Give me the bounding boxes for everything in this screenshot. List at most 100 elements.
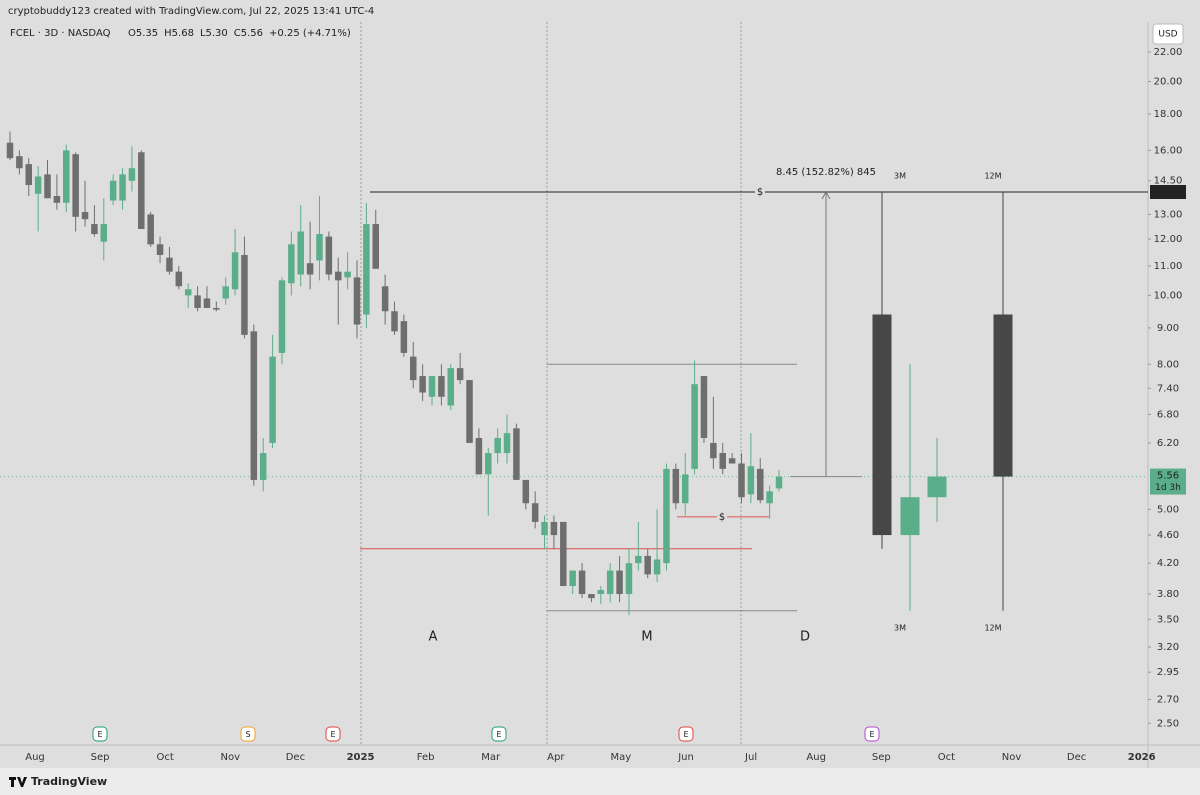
ohlc-value: +0.25 (+4.71%) [269,28,351,39]
x-tick-label: Mar [481,752,501,763]
candle-body [381,286,389,312]
candle-body [184,289,192,296]
x-tick-label: Jul [744,752,757,763]
event-badge[interactable] [678,726,694,742]
candle-body [194,295,201,309]
candle-body [616,570,623,595]
event-badge[interactable] [864,726,880,742]
x-tick-label: Dec [286,752,305,763]
candle-body [306,263,314,275]
candle-body [203,298,211,309]
candle-body [353,277,361,325]
candle-body [344,271,351,278]
candle-body [653,559,661,575]
y-tick-label: 3.50 [1157,614,1179,625]
y-tick-label: 6.20 [1157,438,1179,449]
candle-body [560,521,567,587]
candle-body [719,453,726,469]
candle-body [250,331,258,480]
candle-body [993,314,1013,477]
candle-body [81,212,89,220]
ohlc-value: H5.68 [164,28,194,39]
candle-body [44,174,51,199]
x-tick-label: Feb [417,752,435,763]
event-badge[interactable] [491,726,507,742]
candle-body [766,491,773,504]
candle-body [100,224,108,242]
candle-body [569,570,576,587]
y-tick-label: 8.00 [1157,359,1179,370]
candle-body [494,438,501,454]
candle-body [91,224,98,235]
candle-body [550,521,558,536]
event-label: E [330,730,335,739]
candle-body [466,380,473,443]
y-tick-label: 12.00 [1154,234,1183,245]
candle-body [597,590,605,595]
x-tick-label: Dec [1067,752,1086,763]
projection-label: 12M [984,624,1001,633]
candle-body [231,252,239,290]
candle-body [400,321,408,353]
currency-button[interactable] [1152,23,1184,45]
candle-body [288,244,295,284]
event-badge[interactable] [92,726,108,742]
candle-body [175,271,183,287]
candle-body [269,356,276,443]
measure-arrowhead [821,190,831,200]
candle-body [578,570,586,595]
candle-body [738,463,745,498]
logo [9,777,27,787]
y-tick-label: 6.80 [1157,409,1179,420]
candle-body [6,142,14,159]
last-price-label: 5.56 [1157,471,1179,482]
projection-label: 3M [894,624,906,633]
candle-body [485,453,492,475]
candle-body [63,150,70,203]
y-tick-label: 11.00 [1154,261,1183,272]
candle-body [419,376,426,393]
event-badge[interactable] [325,726,341,742]
y-tick-label: 3.80 [1157,589,1179,600]
event-badge[interactable] [240,726,256,742]
candle-body [710,442,717,459]
x-tick-label: Apr [547,752,565,763]
candle-body [872,314,892,536]
logo-icon [9,777,27,787]
y-tick-label: 10.00 [1154,290,1183,301]
x-tick-label: Oct [157,752,174,763]
candle-body [900,497,920,536]
x-tick-label: Sep [91,752,110,763]
y-tick-label: 4.60 [1157,530,1179,541]
event-label: E [97,730,102,739]
ohlc-value: O5.35 [128,28,158,39]
symbol: FCEL · 3D · NASDAQ [10,28,111,39]
last-price-box [1150,468,1186,495]
x-tick-label: Aug [25,752,45,763]
level-label-bg [755,185,765,198]
ohlc-value: L5.30 [200,28,228,39]
projection-label: 12M [984,172,1001,181]
x-tick-label: Jun [677,752,694,763]
footer-bar [0,768,1200,795]
y-tick-label: 2.70 [1157,695,1179,706]
y-tick-label: 20.00 [1154,76,1183,87]
candle-body [297,231,304,275]
level-label: $ [757,187,763,198]
x-tick-label: Nov [1002,752,1022,763]
candle-body [672,468,680,504]
event-label: E [496,730,501,739]
candle-body [438,376,445,397]
y-tick-label: 22.00 [1154,47,1183,58]
candle-body [531,503,539,522]
candle-body [316,234,323,261]
candle-body [541,521,548,536]
y-tick-label: 16.00 [1154,145,1183,156]
y-tick-label: 3.20 [1157,642,1179,653]
level-axis-label: 13.98 [1152,187,1184,198]
y-tick-label: 2.50 [1157,718,1179,729]
candle-body [147,214,154,245]
